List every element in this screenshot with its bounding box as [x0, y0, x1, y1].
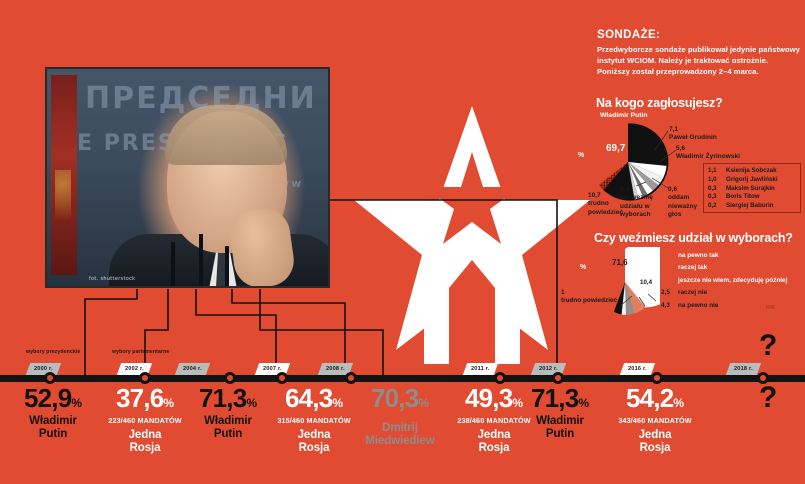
- timeline-year-2018[interactable]: 2018 r.: [725, 363, 762, 375]
- photo-hair: [165, 105, 287, 165]
- polls-heading: SONDAŻE:: [597, 29, 661, 41]
- timeline-kind-parliamentary: wybory parlamentarne: [112, 349, 170, 355]
- chart2-credit-mark: RW: [766, 305, 775, 311]
- chart1-subtitle: Władimir Putin: [600, 112, 648, 119]
- legend-item: 0,3 Maksim Surajkin: [708, 184, 775, 192]
- microphone-icon: [171, 242, 175, 286]
- timeline-axis: [0, 375, 805, 382]
- chart2-unit-label: %: [580, 264, 587, 271]
- legend-item: na pewno tak: [678, 252, 719, 259]
- legend-item: 0,3 Boris Titow: [708, 193, 760, 201]
- result-percent: 64,3%: [284, 383, 344, 413]
- legend-item: 1,1 Ksienija Sobczak: [708, 167, 777, 174]
- photo-credit: fot. shutterstock: [89, 276, 136, 282]
- timeline-year-2000[interactable]: 2000 r.: [25, 363, 62, 375]
- legend-item: 2,5 raczej nie: [661, 289, 708, 297]
- chart2-value-second: 10,4: [640, 279, 653, 286]
- chart2-callout-dontknow: 1 trudno powiedzieć: [561, 289, 618, 305]
- result-name: Jedna Rosja: [297, 429, 331, 454]
- chart2-value-main: 71,6: [612, 258, 628, 267]
- chart1-legend: 1,1 Ksienija Sobczak 1,0 Grigorij Jawlińsk…: [703, 163, 801, 213]
- result-name: Władimir Putin: [536, 415, 584, 440]
- result-percent: 71,3%: [198, 383, 258, 413]
- unknown-marker-top: ?: [759, 329, 778, 362]
- russian-flag-decor: [51, 75, 77, 275]
- result-name: Jedna Rosja: [638, 429, 672, 454]
- timeline-entry-2008: 70,3% Dmitrij Miedwiediew: [340, 385, 460, 448]
- legend-item: raczej tak: [678, 264, 708, 272]
- result-mandates: 315/460 MANDATÓW: [277, 416, 351, 425]
- kremlin-star-graphic: [354, 106, 590, 364]
- result-mandates: 238/460 MANDATÓW: [457, 416, 531, 425]
- result-mandates: 343/460 MANDATÓW: [618, 416, 692, 425]
- timeline-entry-2011: 49,3% 238/460 MANDATÓW Jedna Rosja: [440, 385, 548, 455]
- unknown-marker-bottom: ?: [759, 381, 778, 414]
- timeline-node-2018[interactable]: [757, 372, 769, 384]
- timeline-node-2000[interactable]: [44, 372, 56, 384]
- chart1-title: Na kogo zagłosujesz?: [596, 96, 723, 110]
- result-percent: 71,3%: [530, 383, 590, 413]
- timeline-entry-2000: 52,9% Władimir Putin: [5, 385, 101, 441]
- timeline-node-2011[interactable]: [494, 372, 506, 384]
- timeline-entry-2012: 71,3% Władimir Putin: [512, 385, 608, 441]
- chart1-unit-label: %: [578, 152, 585, 159]
- result-percent: 37,6%: [115, 383, 175, 413]
- chart1-callout-abstain: 3,4 nie wezmę udziału w wyborach: [620, 186, 653, 218]
- result-mandates: 223/460 MANDATÓW: [108, 416, 182, 425]
- putin-photo: ПРЕДСЕДНИ E PRESIDENT C ww fot. shutters…: [45, 67, 330, 288]
- timeline-kind-presidential: wybory prezydenckie: [26, 349, 81, 355]
- result-name: Władimir Putin: [204, 415, 252, 440]
- timeline-node-2008[interactable]: [345, 372, 357, 384]
- legend-item: 1,0 Grigorij Jawliński: [708, 175, 778, 183]
- timeline-node-2016[interactable]: [651, 372, 663, 384]
- result-name: Dmitrij Miedwiediew: [365, 422, 435, 447]
- timeline-entry-2002: 37,6% 223/460 MANDATÓW Jedna Rosja: [93, 385, 197, 455]
- timeline-year-2016[interactable]: 2016 r.: [619, 363, 656, 375]
- timeline-node-2004[interactable]: [224, 372, 236, 384]
- timeline-entry-2007: 64,3% 315/460 MANDATÓW Jedna Rosja: [262, 385, 366, 455]
- result-name: Jedna Rosja: [128, 429, 162, 454]
- timeline-year-2011[interactable]: 2011 r.: [462, 363, 498, 375]
- polls-body-text: Przedwyborcze sondaże publikował jedynie…: [597, 45, 800, 76]
- result-percent: 49,3%: [464, 383, 524, 413]
- chart1-callout-zyrinowski: 5,6 Władimir Żyrinowski: [676, 145, 741, 161]
- timeline-entry-2016: 54,2% 343/460 MANDATÓW Jedna Rosja: [603, 385, 707, 455]
- timeline-node-2012[interactable]: [552, 372, 564, 384]
- result-percent: 52,9%: [23, 383, 83, 413]
- result-percent: 70,3%: [370, 383, 430, 413]
- timeline-node-2002[interactable]: [139, 372, 151, 384]
- chart1-callout-dontknow: 10,7 trudno powiedzieć: [588, 192, 624, 216]
- chart1-main-value: 69,7: [606, 143, 626, 154]
- result-percent: 54,2%: [625, 383, 685, 413]
- timeline-node-2007[interactable]: [276, 372, 288, 384]
- legend-item: 0,2 Siergiej Baburin: [708, 202, 774, 210]
- chart1-callout-grudinin: 7,1 Paweł Grudinin: [669, 126, 717, 142]
- chart1-callout-invalid: 0,6 oddam nieważny głos: [668, 186, 698, 218]
- legend-item: 4,3 na pewno nie: [661, 301, 719, 309]
- chart2-title: Czy weźmiesz udział w wyborach?: [594, 231, 793, 245]
- chart2-legend: na pewno tak raczej tak jeszcze nie wiem…: [661, 250, 805, 312]
- timeline-year-2004[interactable]: 2004 r.: [174, 363, 211, 375]
- timeline-entry-2004: 71,3% Władimir Putin: [180, 385, 276, 441]
- microphone-icon: [225, 246, 229, 286]
- microphone-icon: [199, 234, 203, 286]
- chart2-value-third: 10,2: [638, 293, 651, 300]
- result-name: Władimir Putin: [29, 415, 77, 440]
- result-name: Jedna Rosja: [477, 429, 511, 454]
- legend-item: jeszcze nie wiem, zdecyduję później: [678, 276, 788, 284]
